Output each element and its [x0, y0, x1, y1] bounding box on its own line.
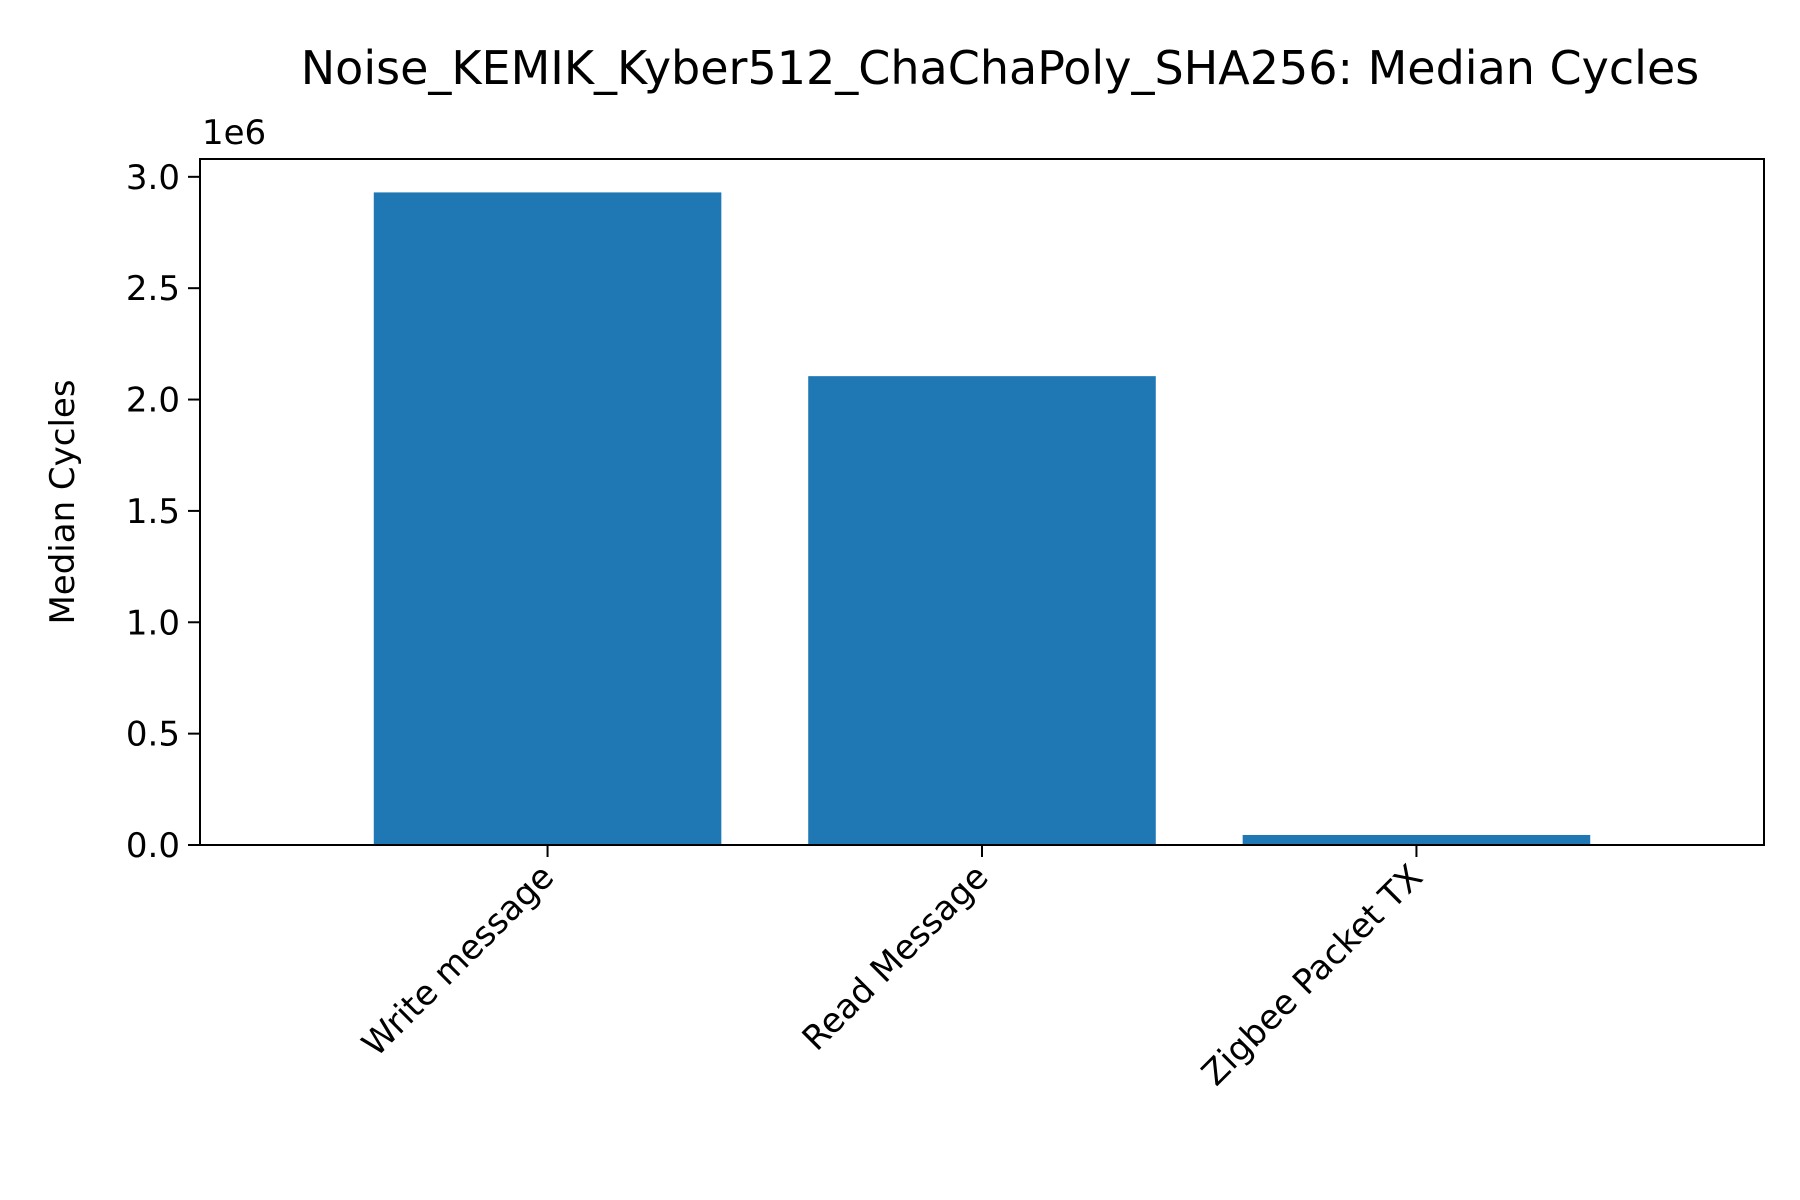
- y-axis-offset-label: 1e6: [202, 113, 266, 153]
- bar-zigbee-packet-tx: [1242, 834, 1591, 845]
- x-tick-label: Read Message: [795, 857, 997, 1059]
- bar-read-message: [808, 376, 1156, 845]
- x-axis-ticks: Write message Read Message Zigbee Packet T…: [354, 845, 1431, 1094]
- y-axis-label: Median Cycles: [43, 379, 83, 624]
- y-tick-label: 0.0: [126, 826, 180, 866]
- y-tick-label: 2.0: [126, 381, 180, 421]
- bars-group: [373, 192, 1591, 846]
- plot-area-frame: [199, 158, 1765, 846]
- bar-write-message: [373, 192, 722, 846]
- x-tick-label: Zigbee Packet TX: [1194, 857, 1431, 1094]
- y-tick-label: 0.5: [126, 715, 180, 755]
- y-tick-label: 1.0: [126, 603, 180, 643]
- y-tick-label: 1.5: [126, 492, 180, 532]
- x-tick-label: Write message: [354, 857, 561, 1064]
- chart-title: Noise_KEMIK_Kyber512_ChaChaPoly_SHA256: …: [301, 41, 1699, 95]
- y-tick-label: 2.5: [126, 269, 180, 309]
- y-tick-label: 3.0: [126, 158, 180, 198]
- y-axis-ticks: 0.0 0.5 1.0 1.5 2.0 2.5 3.0: [126, 158, 200, 866]
